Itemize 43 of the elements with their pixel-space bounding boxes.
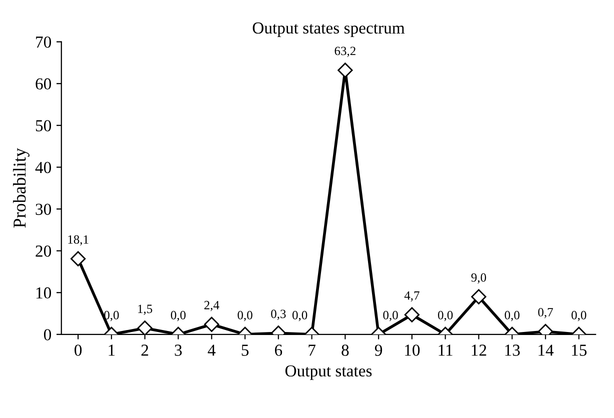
x-tick-label: 2 (141, 344, 148, 356)
x-tick-label: 11 (438, 344, 452, 356)
y-tick-label: 60 (36, 78, 52, 90)
x-tick-label: 15 (572, 344, 587, 356)
data-label: 2,4 (204, 300, 220, 312)
x-tick-label: 12 (472, 344, 486, 356)
x-tick-label: 8 (342, 344, 349, 356)
data-label: 18,1 (68, 235, 88, 246)
point (338, 62, 353, 78)
x-tick-label: 3 (174, 344, 182, 356)
y-axis-title: Probability (13, 148, 30, 228)
data-label: 0,0 (438, 310, 453, 322)
data-label: 63,2 (334, 46, 356, 57)
y-tick-label: 10 (36, 287, 52, 299)
x-axis-title: Output states (285, 365, 372, 380)
data-label: 0,0 (572, 310, 586, 322)
data-label: 4,7 (404, 291, 420, 302)
data-label: 0,0 (292, 310, 308, 322)
x-tick-label: 5 (242, 344, 249, 356)
x-tick-label: 13 (505, 344, 520, 356)
y-tick-label: 20 (36, 246, 52, 257)
chart-title: Output states spectrum (252, 22, 405, 38)
y-tick-label: 70 (36, 36, 52, 48)
data-label: 0,0 (383, 310, 398, 322)
x-tick-label: 14 (538, 344, 554, 356)
y-tick-label: 40 (35, 162, 52, 174)
x-tick-label: 10 (405, 344, 420, 356)
x-tick-label: 0 (74, 344, 82, 356)
data-label: 0,0 (238, 310, 252, 322)
data-label: 0,7 (538, 308, 553, 318)
data-label: 9,0 (471, 273, 486, 284)
y-tick-label: 30 (36, 204, 52, 215)
x-tick-label: 6 (274, 344, 282, 356)
data-label: 0,0 (504, 310, 520, 322)
x-tick-label: 1 (108, 344, 115, 356)
data-label: 1,5 (138, 304, 152, 315)
data-label: 0,0 (170, 310, 186, 322)
y-tick-label: 50 (36, 120, 52, 132)
data-label: 0,3 (271, 310, 286, 320)
y-tick-label: 0 (44, 329, 52, 340)
x-tick-label: 4 (208, 344, 216, 356)
x-tick-label: 9 (374, 344, 382, 356)
x-tick-label: 7 (308, 344, 316, 356)
